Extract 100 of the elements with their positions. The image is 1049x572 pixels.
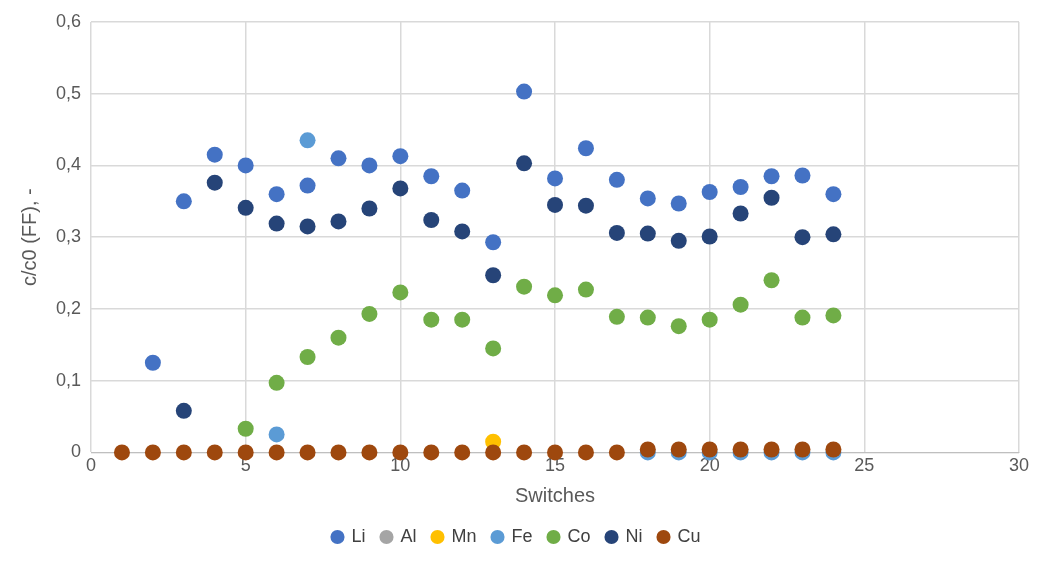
point: [330, 150, 347, 167]
point: [206, 174, 223, 191]
y-axis-title: c/c0 (FF), -: [17, 188, 40, 287]
point: [330, 444, 347, 461]
y-tick-label: 0,5: [55, 82, 82, 103]
y-tick-label: 0,3: [55, 226, 82, 247]
point: [237, 444, 254, 461]
point: [577, 140, 594, 157]
point: [175, 193, 192, 210]
point: [454, 223, 471, 240]
point: [516, 83, 533, 100]
legend-label: Fe: [511, 525, 533, 546]
y-tick-label: 0,4: [55, 154, 82, 175]
point: [361, 305, 378, 322]
x-tick-label: 0: [86, 455, 97, 476]
point: [639, 190, 656, 207]
point: [175, 444, 192, 461]
point: [670, 232, 687, 249]
legend-label: Li: [351, 525, 366, 546]
point: [392, 148, 409, 165]
legend-label: Cu: [677, 525, 701, 546]
point: [825, 186, 842, 203]
point: [299, 132, 316, 149]
point: [237, 420, 254, 437]
point: [485, 444, 502, 461]
point: [423, 311, 440, 328]
point: [392, 180, 409, 197]
point: [330, 329, 347, 346]
point: [608, 171, 625, 188]
point: [392, 284, 409, 301]
point: [361, 157, 378, 174]
x-tick-label: 20: [699, 455, 720, 476]
point: [454, 182, 471, 199]
y-tick-label: 0,6: [55, 10, 82, 31]
point: [454, 444, 471, 461]
point: [423, 211, 440, 228]
x-tick-label: 30: [1008, 455, 1030, 476]
point: [547, 170, 564, 187]
point: [701, 184, 718, 201]
point: [299, 177, 316, 194]
point: [701, 311, 718, 328]
point: [670, 195, 687, 212]
y-tick-label: 0,2: [55, 297, 82, 318]
point: [547, 287, 564, 304]
point: [206, 146, 223, 163]
point: [299, 218, 316, 235]
point: [268, 215, 285, 232]
point: [423, 444, 440, 461]
point: [732, 205, 749, 222]
point: [268, 374, 285, 391]
point: [577, 281, 594, 298]
point: [268, 426, 285, 443]
point: [268, 186, 285, 203]
point: [763, 189, 780, 206]
point: [268, 444, 285, 461]
point: [825, 226, 842, 243]
point: [825, 307, 842, 324]
point: [299, 349, 316, 365]
point: [577, 444, 594, 461]
point: [639, 309, 656, 326]
point: [144, 444, 161, 461]
point: [330, 213, 347, 230]
point: [237, 199, 254, 216]
legend-label: Co: [567, 525, 591, 546]
point: [516, 278, 533, 295]
y-tick-label: 0: [71, 441, 82, 462]
legend-label: Mn: [451, 525, 477, 546]
point: [608, 444, 625, 461]
point: [113, 444, 130, 461]
point: [794, 167, 811, 184]
point: [547, 196, 564, 213]
x-tick-label: 10: [390, 455, 411, 476]
point: [670, 318, 687, 335]
point: [361, 444, 378, 461]
point: [423, 168, 440, 185]
point: [794, 229, 811, 246]
point: [454, 311, 471, 328]
point: [206, 444, 223, 461]
point: [608, 308, 625, 325]
x-tick-label: 25: [854, 455, 875, 476]
point: [485, 234, 502, 251]
y-tick-label: 0,1: [55, 369, 82, 390]
point: [516, 444, 533, 461]
point: [361, 200, 378, 217]
point: [732, 178, 749, 195]
legend-label: Al: [400, 525, 417, 546]
point: [639, 225, 656, 242]
point: [144, 354, 161, 371]
point: [175, 402, 192, 419]
point: [577, 197, 594, 214]
point: [299, 444, 316, 461]
point: [516, 155, 533, 172]
point: [794, 309, 811, 326]
point: [608, 224, 625, 241]
point: [763, 168, 780, 185]
point: [237, 157, 254, 174]
legend-label: Ni: [625, 525, 643, 546]
point: [732, 296, 749, 313]
point: [485, 340, 502, 357]
point: [701, 228, 718, 245]
